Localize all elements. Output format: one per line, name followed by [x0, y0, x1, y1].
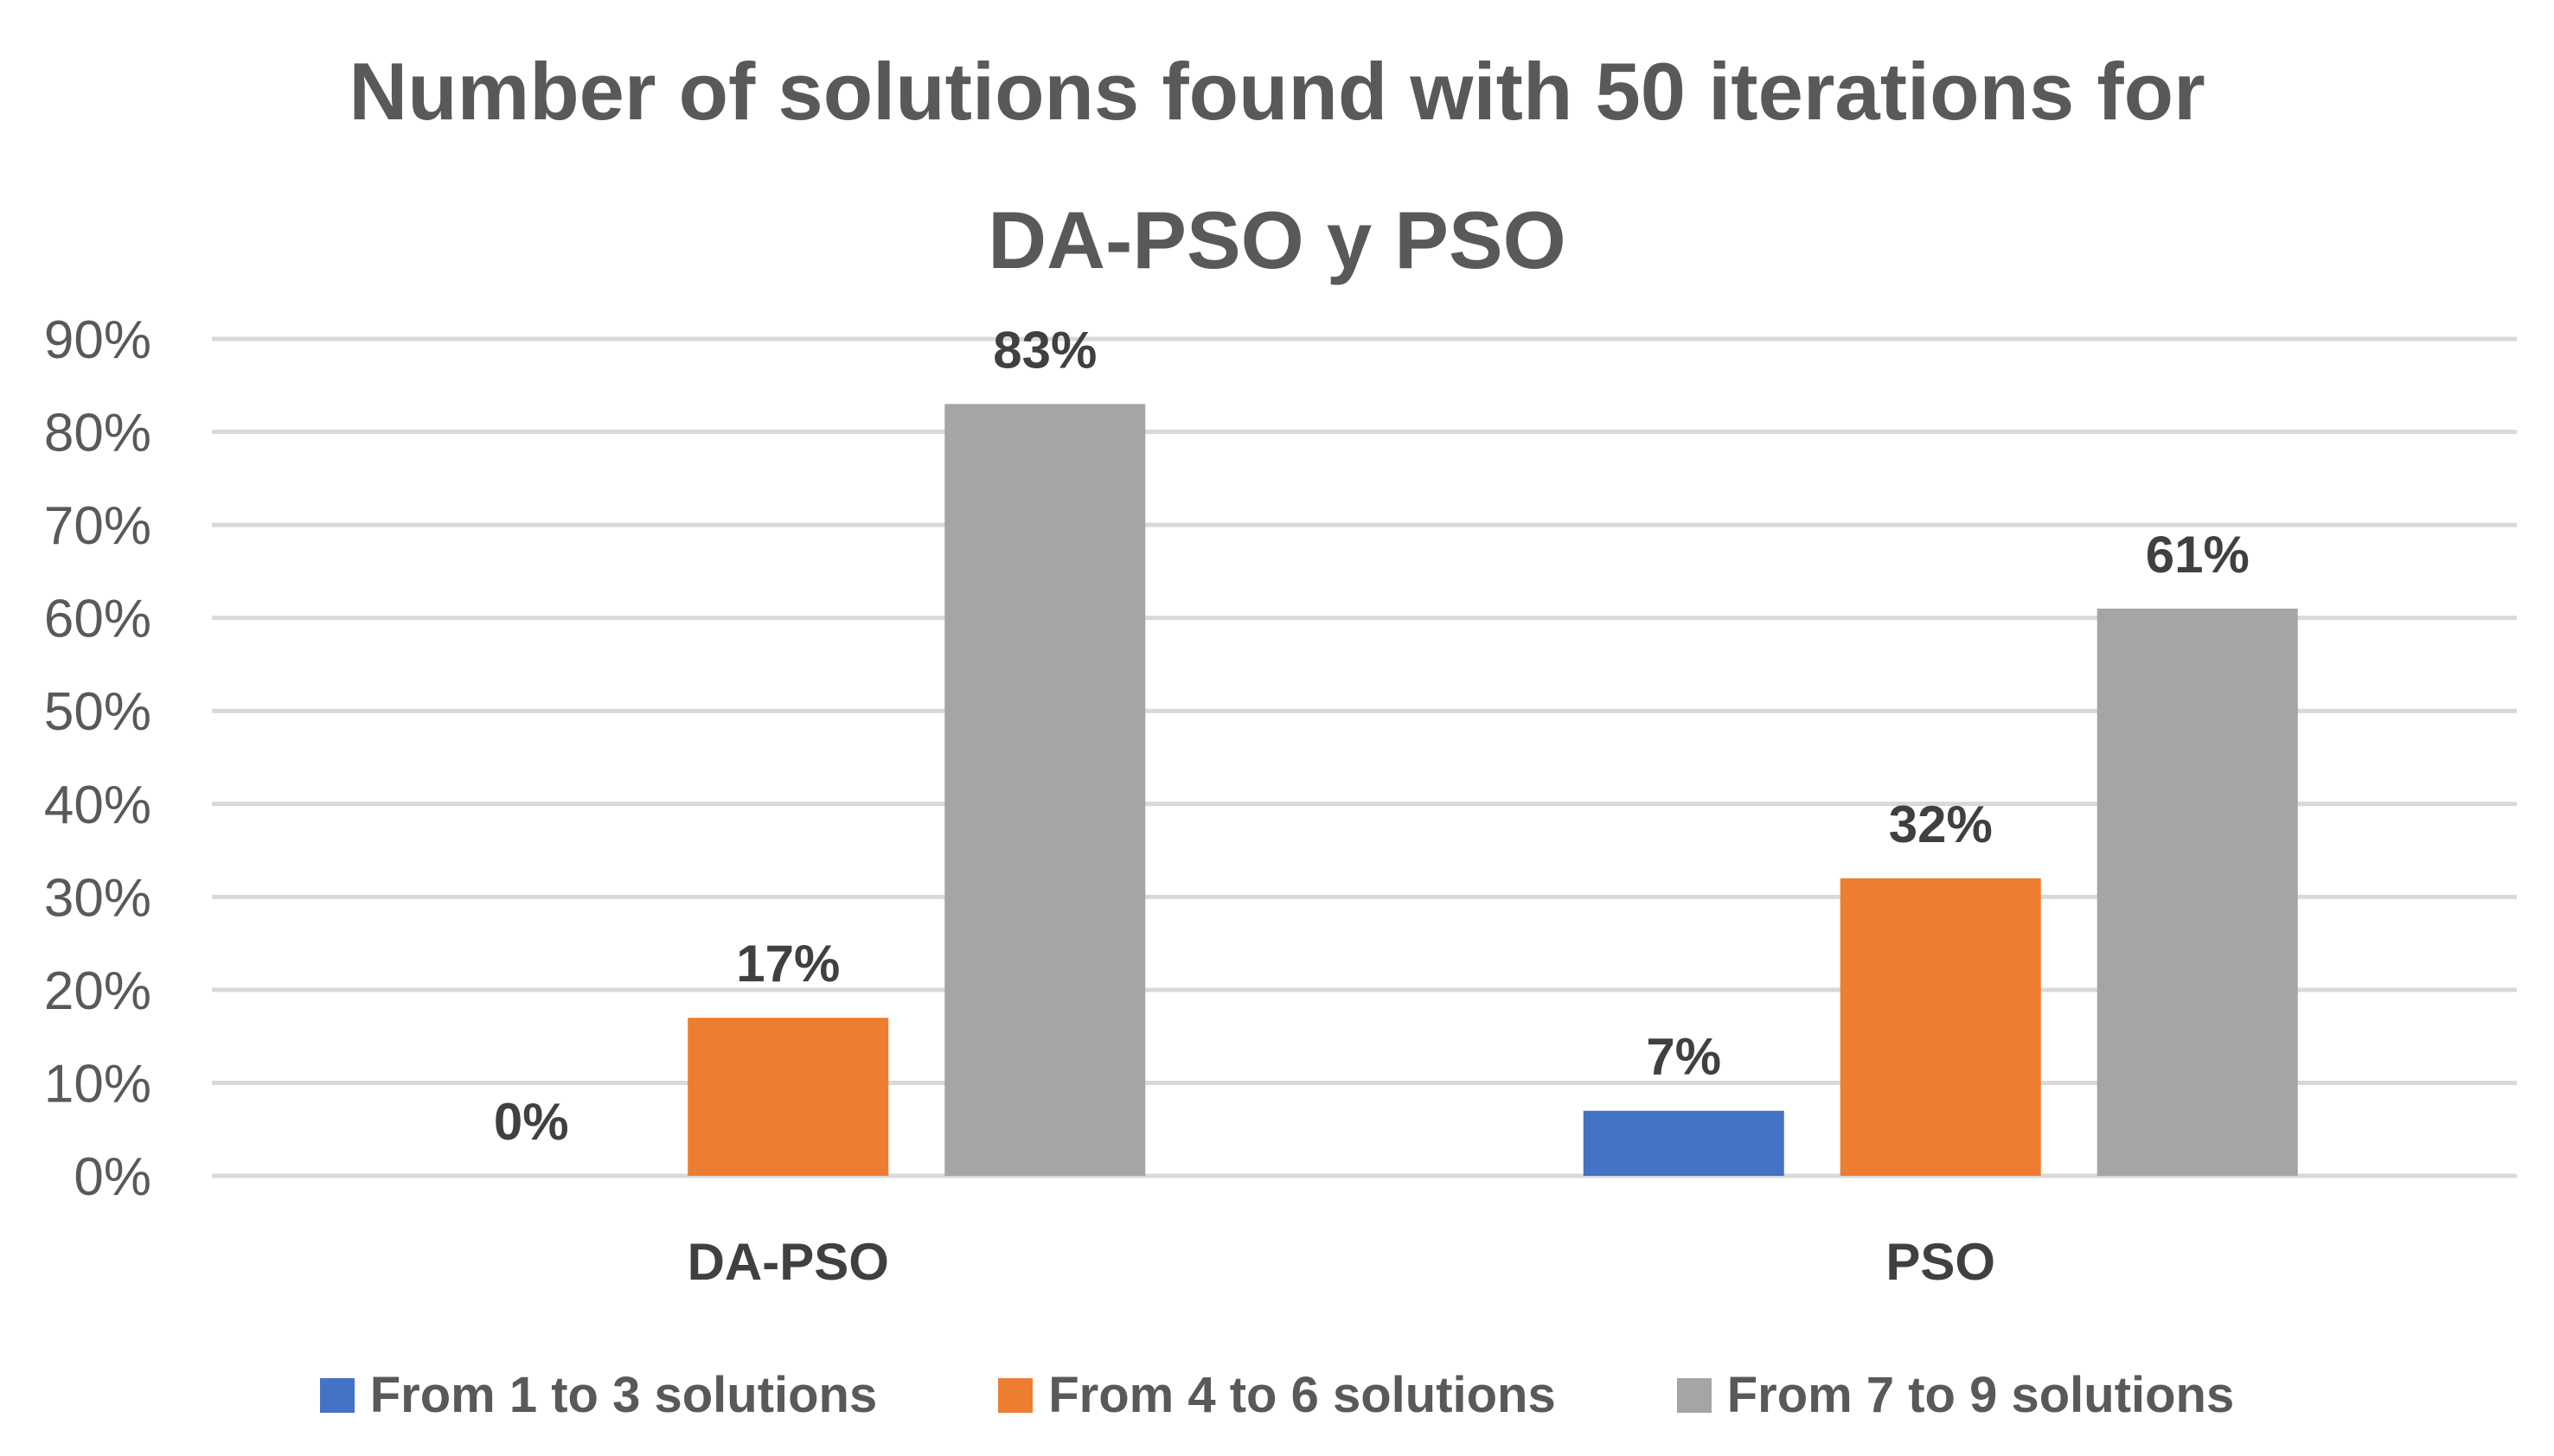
legend-item: From 4 to 6 solutions [998, 1366, 1556, 1424]
bar [944, 404, 1146, 1176]
bar [688, 1018, 889, 1176]
data-label: 61% [2146, 526, 2250, 584]
y-tick-label: 60% [44, 590, 151, 649]
data-label: 32% [1889, 795, 1993, 853]
category-label: PSO [1885, 1233, 1995, 1291]
legend-swatch [319, 1377, 355, 1413]
legend: From 1 to 3 solutions From 4 to 6 solutio… [0, 1366, 2554, 1424]
y-tick-label: 50% [44, 682, 151, 742]
data-label: 7% [1646, 1028, 1721, 1086]
y-tick-label: 80% [44, 404, 151, 463]
legend-swatch [998, 1377, 1034, 1413]
chart-title-line-2: DA-PSO y PSO [988, 195, 1566, 285]
bars [688, 404, 2298, 1176]
legend-label: From 1 to 3 solutions [369, 1367, 878, 1423]
y-tick-label: 20% [44, 961, 151, 1021]
y-axis-tick-labels: 0% 10% 20% 30% 40% 50% 60% 70% 80% 90% [44, 310, 151, 1207]
data-labels: 0% 17% 83% 7% 32% 61% [494, 321, 2250, 1151]
data-label: 83% [993, 321, 1097, 379]
bar [2096, 608, 2298, 1176]
y-tick-label: 0% [74, 1147, 151, 1207]
category-label: DA-PSO [688, 1233, 889, 1291]
category-labels: DA-PSO PSO [688, 1233, 1996, 1291]
data-label: 17% [736, 935, 840, 993]
y-tick-label: 40% [44, 776, 151, 835]
bar [1583, 1110, 1784, 1176]
chart-title-line-1: Number of solutions found with 50 iterat… [349, 46, 2205, 137]
legend-label: From 7 to 9 solutions [1726, 1367, 2235, 1423]
legend-item: From 7 to 9 solutions [1676, 1366, 2235, 1424]
y-tick-label: 90% [44, 310, 151, 370]
y-tick-label: 10% [44, 1054, 151, 1114]
legend-item: From 1 to 3 solutions [319, 1366, 878, 1424]
legend-swatch [1676, 1377, 1712, 1413]
chart-title: Number of solutions found with 50 iterat… [0, 17, 2554, 315]
data-label: 0% [494, 1093, 569, 1151]
legend-label: From 4 to 6 solutions [1048, 1367, 1556, 1423]
y-tick-label: 30% [44, 868, 151, 928]
y-tick-label: 70% [44, 496, 151, 556]
bar [1840, 878, 2041, 1176]
